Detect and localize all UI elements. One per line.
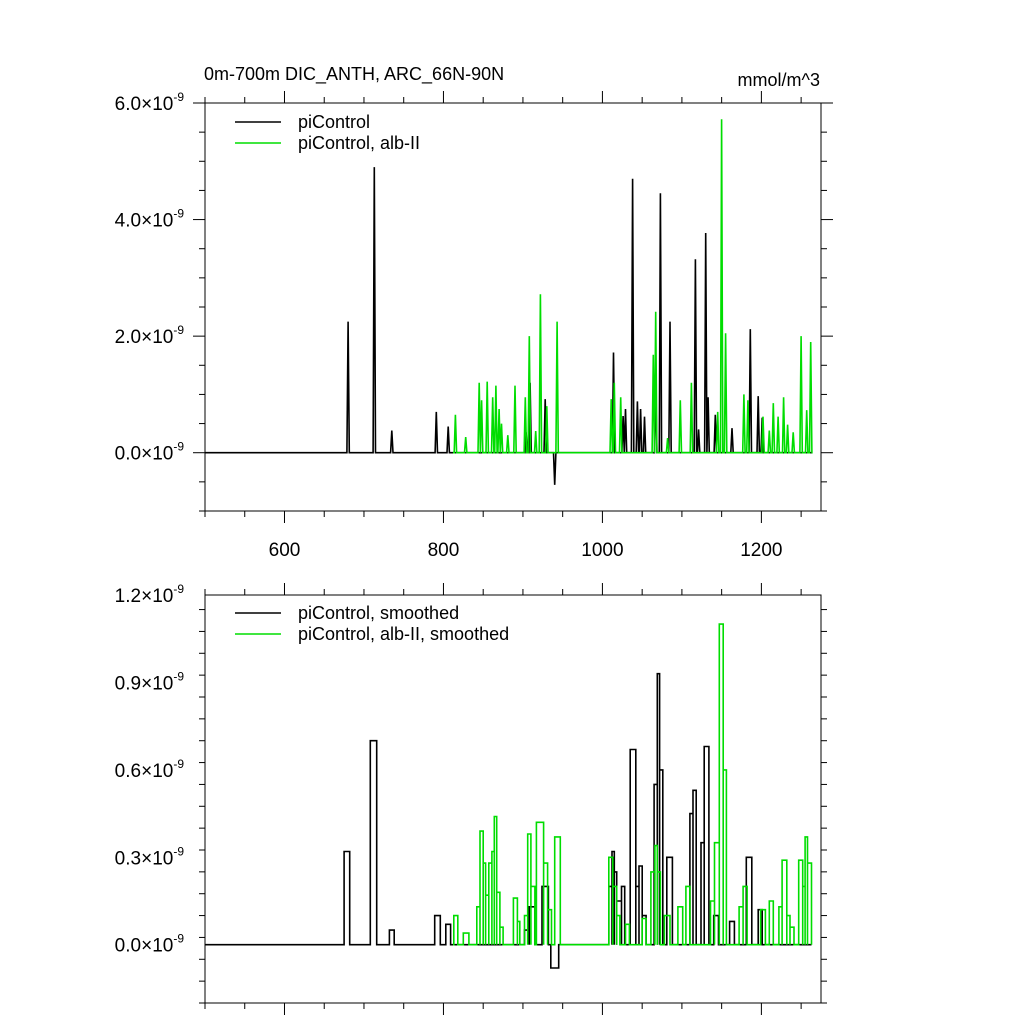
bottom-panel: 0.0×10-90.3×10-90.6×10-90.9×10-91.2×10-9… bbox=[115, 582, 827, 1015]
y-tick-exponent: -9 bbox=[173, 669, 184, 683]
series-line-picontrol bbox=[205, 672, 812, 969]
times-sign: ×10 bbox=[141, 848, 173, 869]
units-label: mmol/m^3 bbox=[738, 70, 820, 90]
y-tick-mantissa: 4.0 bbox=[115, 211, 141, 232]
times-sign: ×10 bbox=[141, 211, 173, 232]
series-line-picontrol-alb-ii bbox=[453, 623, 813, 946]
legend-label: piControl, alb-II, smoothed bbox=[298, 624, 509, 644]
y-tick-label: 4.0×10-9 bbox=[115, 207, 185, 232]
x-tick-label: 1000 bbox=[581, 540, 623, 561]
series-line-picontrol-alb-ii bbox=[453, 119, 813, 454]
y-tick-mantissa: 0.9 bbox=[115, 673, 141, 694]
y-tick-label: 1.2×10-9 bbox=[115, 582, 185, 607]
times-sign: ×10 bbox=[141, 327, 173, 348]
y-tick-mantissa: 0.3 bbox=[115, 848, 141, 869]
plot-frame bbox=[204, 102, 822, 512]
top-panel: 0m-700m DIC_ANTH, ARC_66N-90N mmol/m^3 6… bbox=[115, 64, 833, 561]
times-sign: ×10 bbox=[141, 936, 173, 957]
y-tick-label: 0.3×10-9 bbox=[115, 844, 185, 869]
y-tick-exponent: -9 bbox=[173, 582, 184, 596]
y-tick-label: 0.9×10-9 bbox=[115, 669, 185, 694]
x-tick-label: 1200 bbox=[740, 540, 782, 561]
times-sign: ×10 bbox=[141, 586, 173, 607]
y-tick-label: 0.6×10-9 bbox=[115, 757, 185, 782]
y-tick-exponent: -9 bbox=[173, 207, 184, 221]
y-tick-exponent: -9 bbox=[173, 323, 184, 337]
times-sign: ×10 bbox=[141, 444, 173, 465]
bottom-series-layer bbox=[205, 623, 813, 969]
x-tick-label: 800 bbox=[428, 540, 460, 561]
times-sign: ×10 bbox=[141, 761, 173, 782]
y-tick-mantissa: 6.0 bbox=[115, 94, 141, 115]
y-tick-label: 2.0×10-9 bbox=[115, 323, 185, 348]
bottom-axes-layer: 0.0×10-90.3×10-90.6×10-90.9×10-91.2×10-9 bbox=[115, 582, 827, 1015]
panel-title: 0m-700m DIC_ANTH, ARC_66N-90N bbox=[204, 64, 504, 85]
y-tick-label: 0.0×10-9 bbox=[115, 932, 185, 957]
y-tick-exponent: -9 bbox=[173, 757, 184, 771]
times-sign: ×10 bbox=[141, 673, 173, 694]
legend-label: piControl, smoothed bbox=[298, 603, 459, 623]
y-tick-exponent: -9 bbox=[173, 932, 184, 946]
y-tick-exponent: -9 bbox=[173, 440, 184, 454]
x-tick-label: 600 bbox=[269, 540, 301, 561]
top-series-layer bbox=[205, 119, 813, 485]
times-sign: ×10 bbox=[141, 94, 173, 115]
y-tick-mantissa: 0.0 bbox=[115, 444, 141, 465]
y-tick-mantissa: 2.0 bbox=[115, 327, 141, 348]
y-tick-mantissa: 0.0 bbox=[115, 936, 141, 957]
y-tick-label: 6.0×10-9 bbox=[115, 90, 185, 115]
legend-label: piControl bbox=[298, 112, 370, 132]
y-tick-mantissa: 0.6 bbox=[115, 761, 141, 782]
top-axes-layer: 600 800 1000 12000.0×10-92.0×10-94.0×10-96.… bbox=[115, 90, 833, 561]
y-tick-exponent: -9 bbox=[173, 844, 184, 858]
y-tick-exponent: -9 bbox=[173, 90, 184, 104]
plot-frame bbox=[204, 594, 822, 1004]
legend-label: piControl, alb-II bbox=[298, 133, 420, 153]
y-tick-label: 0.0×10-9 bbox=[115, 440, 185, 465]
y-tick-mantissa: 1.2 bbox=[115, 586, 141, 607]
